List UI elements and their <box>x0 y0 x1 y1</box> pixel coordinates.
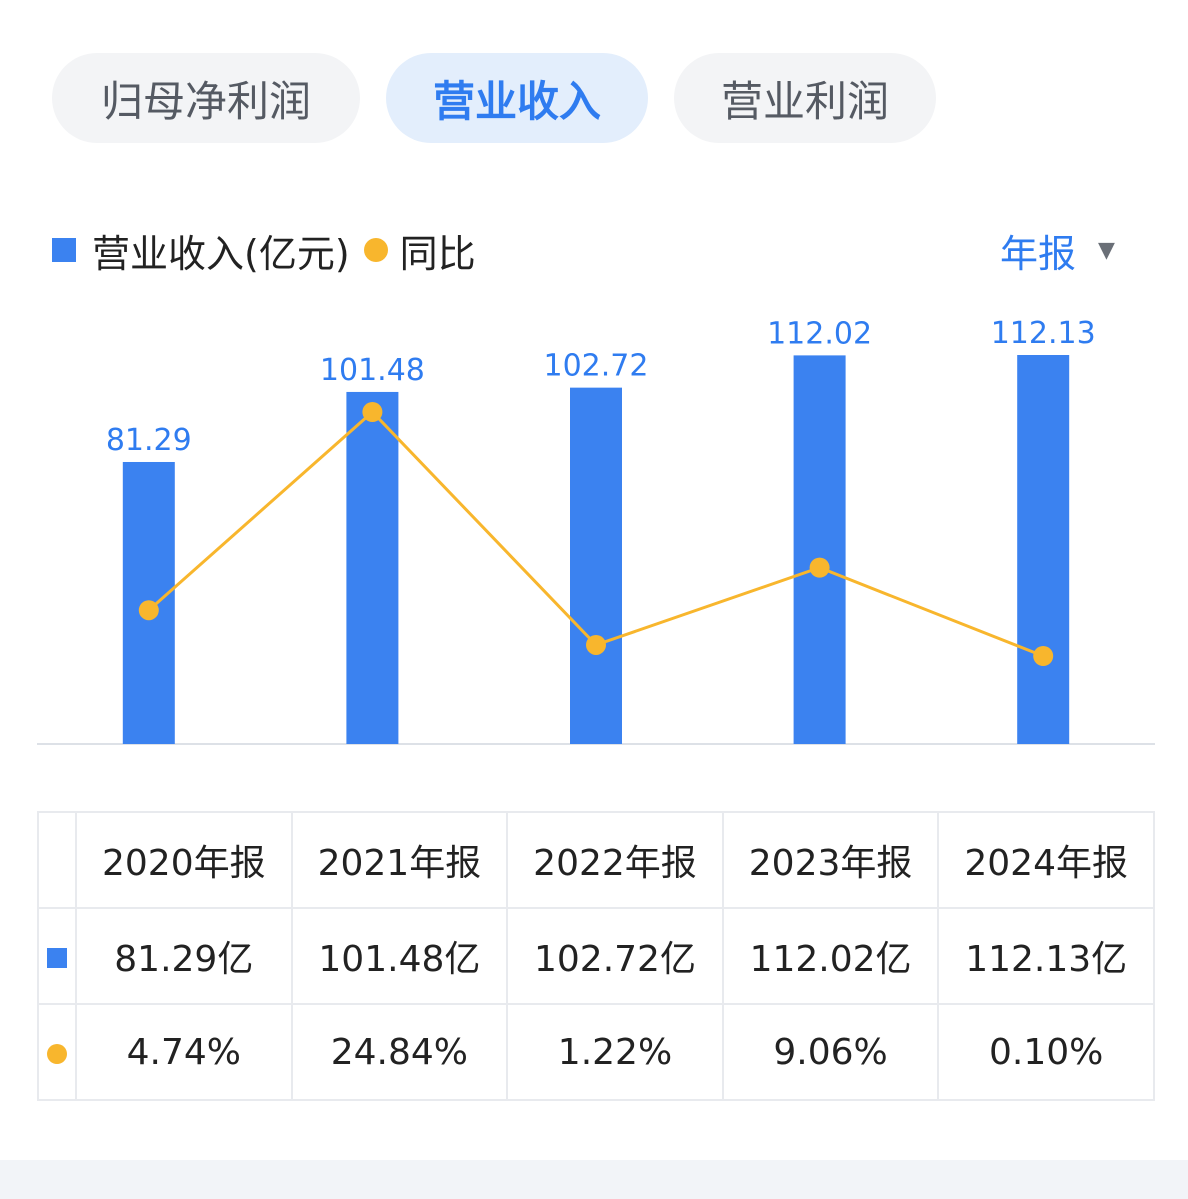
bar-value-label: 101.48 <box>320 353 425 388</box>
legend-bar-swatch <box>52 238 76 262</box>
legend-line-swatch <box>363 238 388 262</box>
table-corner-cell <box>37 811 77 909</box>
table-cell: 9.06% <box>721 1003 940 1101</box>
tab-revenue[interactable]: 营业收入 <box>386 53 648 143</box>
tab-net-profit[interactable]: 归母净利润 <box>52 53 360 143</box>
bar-value-label: 102.72 <box>544 349 649 384</box>
revenue-bar[interactable] <box>346 391 399 744</box>
yoy-point[interactable] <box>138 600 159 621</box>
bar-value-label: 81.29 <box>106 423 192 458</box>
period-label: 年报 <box>1000 231 1077 276</box>
table-cell: 102.72亿 <box>506 907 724 1005</box>
bar-value-label: 112.02 <box>767 316 872 351</box>
bar-value-label: 112.13 <box>991 316 1096 351</box>
yoy-point[interactable] <box>362 402 383 422</box>
table-header-row: 2020年报 2021年报 2022年报 2023年报 2024年报 <box>37 811 1155 909</box>
table-row-yoy: 4.74% 24.84% 1.22% 9.06% 0.10% <box>37 1003 1155 1101</box>
row-marker <box>37 907 77 1005</box>
table-cell: 81.29亿 <box>75 907 293 1005</box>
table-cell: 101.48亿 <box>290 907 509 1005</box>
table-header-cell: 2020年报 <box>75 811 293 909</box>
table-cell: 112.02亿 <box>721 907 940 1005</box>
table-header-cell: 2021年报 <box>290 811 509 909</box>
legend-bar-label: 营业收入(亿元) <box>92 231 350 276</box>
yoy-marker-dot <box>47 1043 67 1064</box>
data-table: 2020年报 2021年报 2022年报 2023年报 2024年报 81.29… <box>37 811 1155 1101</box>
table-cell: 24.84% <box>290 1003 509 1101</box>
table-header-cell: 2022年报 <box>506 811 724 909</box>
table-cell: 112.13亿 <box>937 907 1155 1005</box>
tab-operating-profit[interactable]: 营业利润 <box>674 53 936 143</box>
revenue-bar[interactable] <box>1017 355 1070 744</box>
revenue-chart: 81.29 101.48 102.72 112.02 112.13 <box>37 316 1155 745</box>
legend-line-label: 同比 <box>399 231 476 276</box>
yoy-point[interactable] <box>1033 646 1054 666</box>
table-cell: 1.22% <box>506 1003 724 1101</box>
table-header-cell: 2023年报 <box>721 811 940 909</box>
footer-band <box>0 1160 1188 1199</box>
row-marker <box>37 1003 77 1101</box>
dropdown-arrow-icon: ▼ <box>1098 237 1115 263</box>
table-row-revenue: 81.29亿 101.48亿 102.72亿 112.02亿 112.13亿 <box>37 907 1155 1005</box>
revenue-marker-square <box>47 947 67 968</box>
chart-legend: 营业收入(亿元) 同比 <box>52 222 476 278</box>
table-cell: 4.74% <box>75 1003 293 1101</box>
yoy-point[interactable] <box>586 634 606 655</box>
revenue-bar[interactable] <box>793 355 846 744</box>
table-header-cell: 2024年报 <box>937 811 1155 909</box>
revenue-bar[interactable] <box>570 387 622 744</box>
period-selector[interactable]: 年报 ▼ <box>1000 222 1115 278</box>
table-cell: 0.10% <box>937 1003 1155 1101</box>
metric-tabs: 归母净利润 营业收入 营业利润 <box>0 0 1188 160</box>
yoy-point[interactable] <box>809 557 830 578</box>
